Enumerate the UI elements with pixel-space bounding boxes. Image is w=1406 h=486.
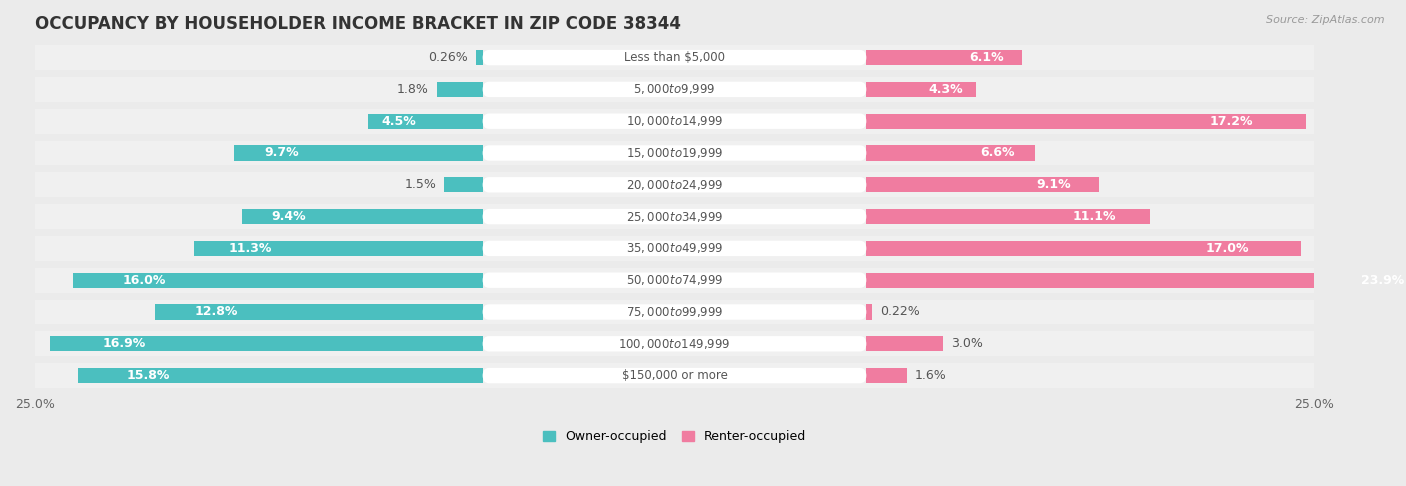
Text: 11.1%: 11.1% [1073,210,1116,223]
FancyBboxPatch shape [482,145,866,161]
FancyBboxPatch shape [482,177,866,192]
Bar [866,368,907,383]
Text: 11.3%: 11.3% [228,242,271,255]
Bar [444,177,482,192]
Bar [437,82,482,97]
Bar [866,82,976,97]
Bar [866,177,1099,192]
FancyBboxPatch shape [482,304,866,320]
Text: 1.6%: 1.6% [915,369,946,382]
Text: 23.9%: 23.9% [1361,274,1405,287]
FancyBboxPatch shape [482,82,866,97]
Bar [35,268,1315,293]
Legend: Owner-occupied, Renter-occupied: Owner-occupied, Renter-occupied [543,430,807,443]
Bar [367,114,482,129]
Bar [866,209,1150,224]
Text: Source: ZipAtlas.com: Source: ZipAtlas.com [1267,15,1385,25]
Bar [35,204,1315,229]
Bar [866,145,1035,161]
Text: 9.7%: 9.7% [264,146,299,159]
FancyBboxPatch shape [482,209,866,224]
Text: 1.5%: 1.5% [405,178,437,191]
Text: 17.2%: 17.2% [1211,115,1254,128]
Text: $20,000 to $24,999: $20,000 to $24,999 [626,178,723,192]
Text: 6.6%: 6.6% [980,146,1015,159]
Text: $50,000 to $74,999: $50,000 to $74,999 [626,273,723,287]
Text: OCCUPANCY BY HOUSEHOLDER INCOME BRACKET IN ZIP CODE 38344: OCCUPANCY BY HOUSEHOLDER INCOME BRACKET … [35,15,681,33]
Bar [155,304,482,320]
Text: $5,000 to $9,999: $5,000 to $9,999 [633,83,716,96]
Text: 4.3%: 4.3% [928,83,963,96]
Text: $10,000 to $14,999: $10,000 to $14,999 [626,114,723,128]
FancyBboxPatch shape [482,114,866,129]
Bar [35,140,1315,165]
Text: 17.0%: 17.0% [1205,242,1249,255]
Text: Less than $5,000: Less than $5,000 [624,51,725,64]
Bar [79,368,482,383]
Text: 9.1%: 9.1% [1036,178,1071,191]
Bar [477,50,482,65]
Bar [35,363,1315,388]
Bar [73,273,482,288]
Bar [866,50,1022,65]
Bar [194,241,482,256]
Text: 0.26%: 0.26% [429,51,468,64]
Text: $100,000 to $149,999: $100,000 to $149,999 [619,337,731,351]
Bar [35,173,1315,197]
Text: $75,000 to $99,999: $75,000 to $99,999 [626,305,723,319]
Text: 12.8%: 12.8% [194,306,238,318]
Bar [35,77,1315,102]
Bar [866,336,943,351]
Text: 1.8%: 1.8% [396,83,429,96]
FancyBboxPatch shape [482,336,866,351]
Bar [866,114,1306,129]
Text: $15,000 to $19,999: $15,000 to $19,999 [626,146,723,160]
FancyBboxPatch shape [482,368,866,383]
Bar [242,209,482,224]
FancyBboxPatch shape [482,241,866,256]
Bar [235,145,482,161]
Text: 16.0%: 16.0% [122,274,166,287]
Text: $25,000 to $34,999: $25,000 to $34,999 [626,209,723,224]
Bar [35,45,1315,70]
Text: 16.9%: 16.9% [103,337,145,350]
Bar [35,109,1315,134]
Bar [35,331,1315,356]
Text: 3.0%: 3.0% [950,337,983,350]
Text: 6.1%: 6.1% [969,51,1004,64]
Bar [866,241,1301,256]
Text: 4.5%: 4.5% [381,115,416,128]
FancyBboxPatch shape [482,50,866,65]
Text: 0.22%: 0.22% [880,306,920,318]
Text: 9.4%: 9.4% [271,210,305,223]
Bar [866,304,872,320]
Text: $150,000 or more: $150,000 or more [621,369,727,382]
FancyBboxPatch shape [482,273,866,288]
Bar [35,299,1315,324]
Text: 15.8%: 15.8% [127,369,170,382]
Text: $35,000 to $49,999: $35,000 to $49,999 [626,242,723,255]
Bar [866,273,1406,288]
Bar [35,236,1315,261]
Bar [51,336,482,351]
